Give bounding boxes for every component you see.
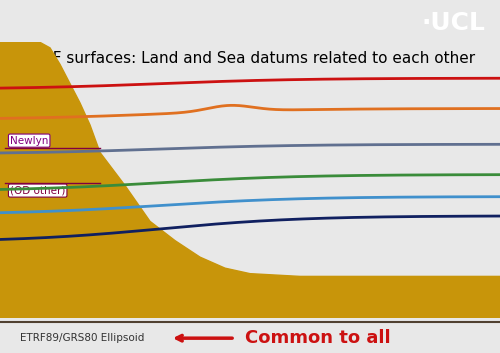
Text: Common to all: Common to all — [245, 329, 390, 347]
Polygon shape — [0, 42, 500, 318]
Text: (OD other): (OD other) — [10, 186, 66, 196]
Text: Newlyn: Newlyn — [10, 136, 48, 145]
Text: VORF surfaces: Land and Sea datums related to each other: VORF surfaces: Land and Sea datums relat… — [20, 50, 475, 66]
Text: ETRF89/GRS80 Ellipsoid: ETRF89/GRS80 Ellipsoid — [20, 333, 144, 343]
Text: ·UCL: ·UCL — [421, 11, 485, 35]
